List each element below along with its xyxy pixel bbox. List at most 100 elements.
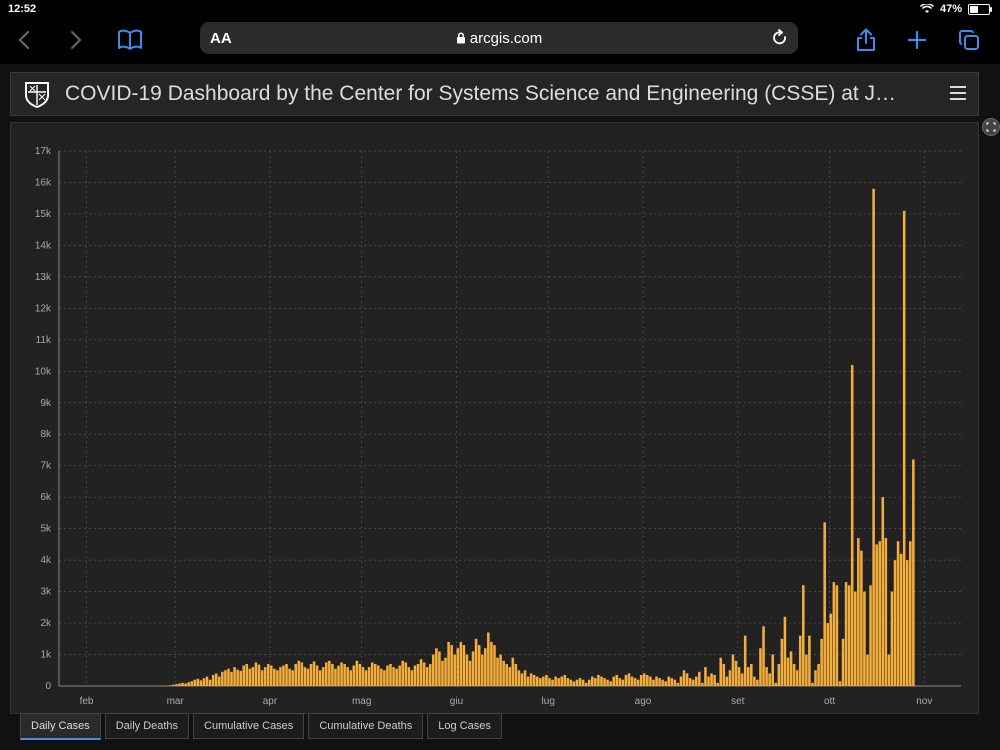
chart-bar bbox=[358, 663, 362, 686]
chart-bar bbox=[508, 667, 512, 686]
page-title: COVID-19 Dashboard by the Center for Sys… bbox=[65, 82, 897, 105]
chart-bar bbox=[169, 685, 172, 686]
chart-bar bbox=[728, 670, 732, 686]
chart-bar bbox=[566, 678, 570, 686]
chart-bar bbox=[447, 641, 450, 686]
chart-bar bbox=[425, 667, 429, 686]
bookmarks-icon[interactable] bbox=[116, 26, 144, 54]
chart-bar bbox=[453, 654, 456, 686]
expand-icon[interactable] bbox=[982, 118, 1000, 136]
chart-bar bbox=[768, 673, 771, 686]
forward-icon[interactable] bbox=[62, 26, 90, 54]
chart-bar bbox=[523, 670, 527, 686]
chart-bar bbox=[542, 676, 545, 686]
chart-bar bbox=[456, 648, 460, 686]
chart-bar bbox=[902, 210, 906, 686]
chart-bar bbox=[337, 665, 340, 686]
x-tick-label: feb bbox=[80, 696, 94, 707]
chart-bar bbox=[713, 674, 716, 686]
chart-bar bbox=[884, 538, 888, 686]
chart-bar bbox=[450, 645, 453, 686]
tabs-overview-icon[interactable] bbox=[955, 26, 983, 54]
y-tick-label: 10k bbox=[35, 366, 52, 377]
chart-bar bbox=[367, 667, 371, 686]
back-icon[interactable] bbox=[10, 26, 38, 54]
chart-bar bbox=[227, 668, 230, 686]
chart-bar bbox=[639, 674, 643, 686]
hamburger-menu-icon[interactable] bbox=[948, 83, 968, 103]
browser-toolbar: AA arcgis.com bbox=[0, 18, 1000, 62]
chart-bar bbox=[432, 654, 435, 686]
chart-bar bbox=[704, 667, 707, 686]
tab-daily-deaths[interactable]: Daily Deaths bbox=[104, 713, 190, 739]
chart-bar bbox=[328, 660, 331, 686]
chart-bar bbox=[202, 678, 206, 686]
chart-bar bbox=[242, 665, 246, 686]
reload-icon[interactable] bbox=[770, 28, 790, 48]
chart-bar bbox=[465, 654, 469, 686]
chart-bar bbox=[236, 669, 239, 686]
chart-bar bbox=[364, 670, 368, 686]
url-host[interactable]: arcgis.com bbox=[200, 30, 798, 47]
chart-bar bbox=[520, 673, 524, 686]
chart-bar bbox=[410, 670, 414, 686]
chart-bar bbox=[291, 670, 294, 686]
chart-bar bbox=[441, 660, 444, 686]
chart-bar bbox=[676, 682, 680, 686]
tab-log-cases[interactable]: Log Cases bbox=[427, 713, 502, 739]
chart-bar bbox=[725, 676, 729, 686]
chart-bar bbox=[878, 541, 882, 686]
y-tick-label: 6k bbox=[40, 492, 52, 503]
chart-bar bbox=[857, 538, 860, 686]
chart-bar bbox=[685, 673, 689, 686]
share-icon[interactable] bbox=[852, 26, 880, 54]
chart-bar bbox=[245, 663, 249, 686]
chart-bar bbox=[753, 676, 756, 686]
chart-bar bbox=[820, 638, 823, 686]
chart-bar bbox=[811, 682, 814, 686]
chart-bar bbox=[487, 632, 490, 686]
chart-bar bbox=[303, 667, 307, 686]
chart-bar bbox=[511, 657, 515, 686]
chart-bar bbox=[710, 673, 713, 686]
chart-bar bbox=[435, 648, 438, 686]
chart-bar bbox=[361, 667, 365, 686]
tab-cumulative-deaths[interactable]: Cumulative Deaths bbox=[308, 713, 424, 739]
text-size-button[interactable]: AA bbox=[210, 30, 232, 47]
chart-bar bbox=[217, 676, 221, 686]
chart-bar bbox=[609, 681, 612, 686]
chart-bar bbox=[514, 663, 518, 686]
tab-daily-cases[interactable]: Daily Cases bbox=[20, 713, 101, 740]
new-tab-icon[interactable] bbox=[903, 26, 931, 54]
y-tick-label: 0 bbox=[45, 681, 51, 692]
tab-cumulative-cases[interactable]: Cumulative Cases bbox=[193, 713, 305, 739]
chart-bar bbox=[912, 459, 915, 686]
battery-icon bbox=[968, 3, 992, 15]
chart-bar bbox=[734, 660, 738, 686]
chart-bar bbox=[591, 676, 594, 686]
chart-bar bbox=[214, 673, 218, 686]
daily-cases-chart: 0 1k 2k 3k 4k 5k 6k 7k 8k 9k 10k 11k 12k 13k 14k 15k 16k… bbox=[35, 146, 961, 707]
y-tick-label: 13k bbox=[35, 272, 52, 283]
chart-bar bbox=[462, 645, 466, 686]
chart-bar bbox=[211, 674, 215, 686]
chart-bar bbox=[563, 674, 567, 686]
chart-bar bbox=[658, 678, 661, 686]
chart-bar bbox=[392, 667, 395, 686]
chart-bar bbox=[300, 662, 304, 686]
chart-bar bbox=[615, 674, 619, 686]
chart-bar bbox=[569, 679, 573, 686]
chart-bar bbox=[474, 638, 478, 686]
status-right: 47% bbox=[919, 3, 992, 15]
chart-bar bbox=[817, 663, 820, 686]
chart-bar bbox=[490, 641, 493, 686]
chart-bar bbox=[438, 651, 441, 686]
address-bar[interactable]: AA arcgis.com bbox=[200, 22, 798, 54]
chart-bar bbox=[404, 662, 408, 686]
chart-bar bbox=[266, 663, 270, 686]
y-tick-label: 2k bbox=[40, 618, 52, 629]
chart-bar bbox=[532, 674, 536, 686]
x-tick-label: apr bbox=[263, 696, 278, 707]
chart-bar bbox=[285, 663, 288, 686]
chart-bar bbox=[496, 657, 499, 686]
